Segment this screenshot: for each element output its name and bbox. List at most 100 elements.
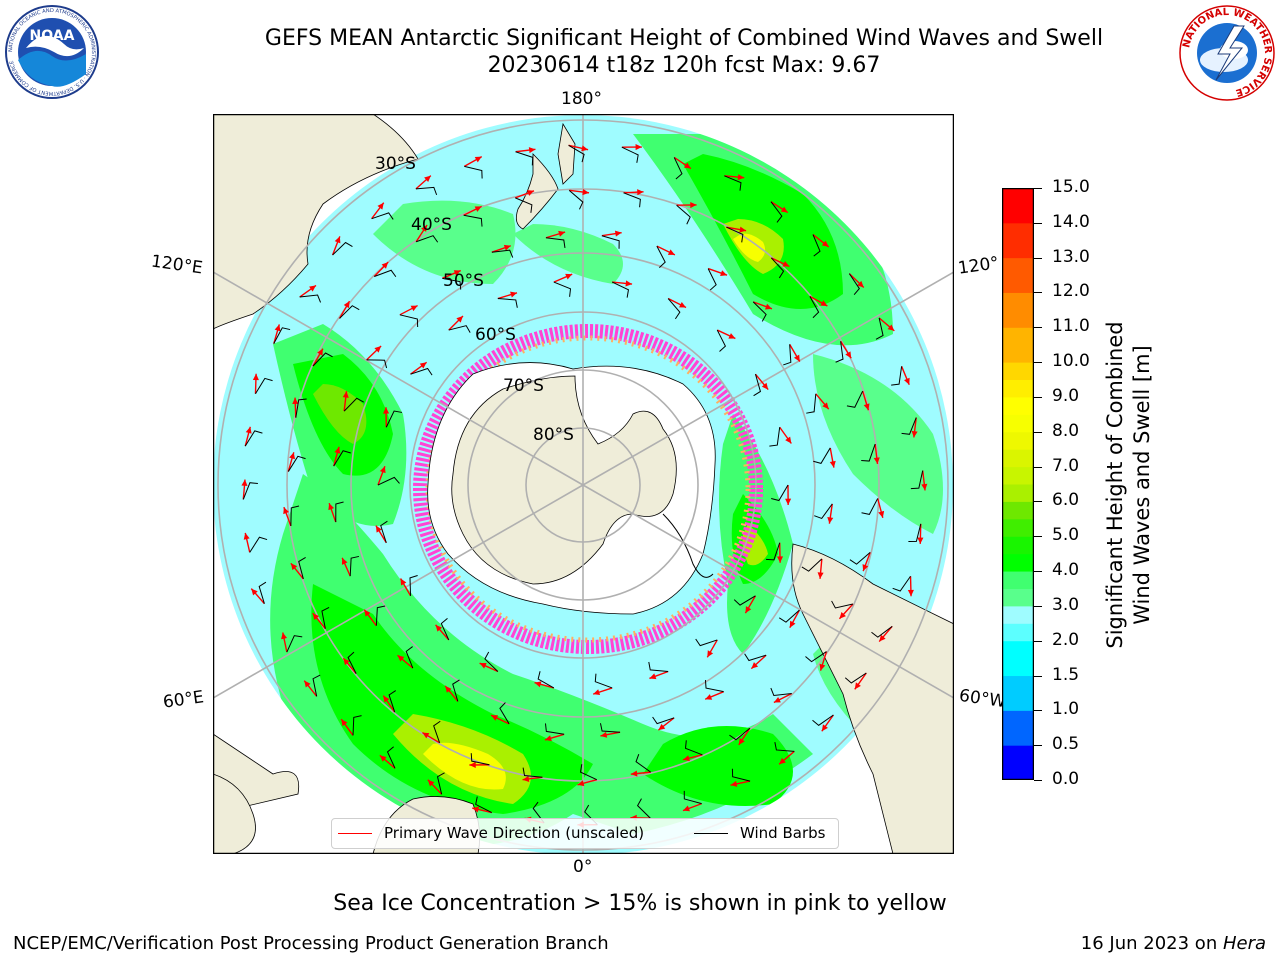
wave-arrow-head [904, 377, 910, 385]
wave-arrow-head [764, 303, 772, 310]
wind-barb [286, 635, 303, 653]
colorbar [1002, 188, 1034, 780]
wind-barb [806, 393, 817, 414]
wave-arrow-head [845, 351, 852, 359]
wave-arrow-head [820, 300, 828, 307]
wave-arrow-head [281, 632, 288, 640]
colorbar-tick-mark [1034, 466, 1042, 468]
wave-arrow-head [377, 202, 384, 210]
colorbar-tick-mark [1034, 396, 1042, 398]
wave-arrow-head [289, 452, 295, 460]
wind-barb [623, 192, 641, 208]
wave-arrow-head [341, 719, 348, 727]
wind-barb [579, 764, 598, 781]
colorbar-tick-mark [1034, 257, 1042, 259]
wave-arrow-head [252, 373, 259, 381]
colorbar-tick-mark [1034, 362, 1042, 364]
polar-map: 30°S 40°S 50°S 60°S 70°S 80°S [213, 114, 954, 854]
colorbar-bin [1002, 710, 1034, 746]
lat-label-40s: 40°S [411, 215, 452, 235]
wind-barb [731, 768, 751, 782]
wind-barb [744, 653, 767, 662]
wave-arrow-head [582, 189, 590, 196]
wave-arrow-head [245, 426, 252, 434]
wave-arrow-head [577, 780, 585, 787]
lon-label-60e: 60°E [161, 687, 206, 713]
wind-barb [636, 798, 651, 819]
wind-barb [695, 638, 718, 647]
wind-barb [635, 753, 652, 773]
noaa-logo-text: NOAA [30, 28, 75, 44]
wind-barb [415, 235, 439, 243]
colorbar-bin [1002, 605, 1034, 624]
colorbar-bin [1002, 292, 1034, 328]
colorbar-tick-mark [1034, 780, 1042, 781]
colorbar-bin [1002, 396, 1034, 415]
wave-arrow-head [445, 685, 452, 693]
wave-arrow-head [637, 189, 644, 196]
colorbar-tick-label: 10.0 [1052, 351, 1090, 372]
wave-arrow-head [474, 156, 482, 163]
wind-barb [371, 212, 394, 220]
wind-barb [242, 482, 258, 500]
wave-arrow-head [241, 479, 248, 487]
wind-barb [813, 447, 831, 464]
colorbar-tick-mark [1034, 431, 1042, 433]
lat-label-30s: 30°S [375, 154, 416, 174]
wind-barb [532, 801, 545, 824]
wave-arrow-head [421, 224, 428, 232]
wind-barb [910, 470, 924, 490]
lon-label-0: 0° [573, 857, 593, 877]
wave-arrow-head [878, 510, 885, 518]
wind-barb [399, 314, 419, 328]
wave-arrow-head [863, 403, 870, 411]
wave-arrow-head [381, 262, 389, 269]
wind-barb [332, 241, 353, 256]
lat-label-50s: 50°S [443, 271, 484, 291]
wind-barb [805, 651, 827, 663]
colorbar-bin [1002, 675, 1034, 711]
wave-arrow-head [558, 230, 566, 237]
wind-barb [733, 595, 756, 606]
wind-barb [683, 790, 702, 805]
lon-label-120e: 120°E [149, 251, 204, 279]
wind-barb [812, 234, 821, 257]
wave-arrow-head [921, 483, 928, 491]
wave-arrow-head [738, 737, 745, 745]
wind-barb [861, 443, 876, 462]
wave-arrow-head [690, 201, 697, 209]
wind-barb [812, 714, 834, 726]
wind-barb [298, 557, 306, 580]
map-frame [213, 114, 954, 854]
wind-barb [601, 235, 620, 249]
wave-arrow-head [565, 273, 573, 280]
colorbar-bin [1002, 640, 1034, 677]
wind-barb [726, 226, 744, 243]
wind-barb [809, 296, 820, 319]
wave-arrow-head [341, 557, 348, 565]
wave-arrow-head [658, 723, 666, 731]
wind-barb [442, 277, 462, 290]
wind-barb [349, 555, 360, 577]
colorbar-tick-label: 13.0 [1052, 246, 1090, 267]
wind-barb [844, 672, 867, 684]
wind-barb [388, 690, 397, 713]
lon-label-120w: 120° [956, 253, 1001, 279]
colorbar-bin [1002, 379, 1034, 398]
wind-barb [599, 723, 621, 733]
wind-barb [290, 505, 300, 526]
wave-arrow-head [773, 696, 781, 703]
colorbar-tick-label: 3.0 [1052, 594, 1080, 615]
wind-barb [861, 498, 879, 515]
wind-barb [470, 753, 490, 766]
colorbar-bin [1002, 484, 1034, 502]
australia-land [213, 114, 419, 330]
wave-arrow-head [334, 446, 341, 454]
colorbar-tick-mark [1034, 571, 1042, 573]
wave-arrow-head [782, 261, 790, 267]
wind-barb [448, 325, 471, 333]
wind-barb [724, 175, 742, 191]
wave-arrow-head [821, 240, 829, 247]
red-line-icon [338, 833, 372, 834]
wave-arrow-head [290, 563, 298, 571]
